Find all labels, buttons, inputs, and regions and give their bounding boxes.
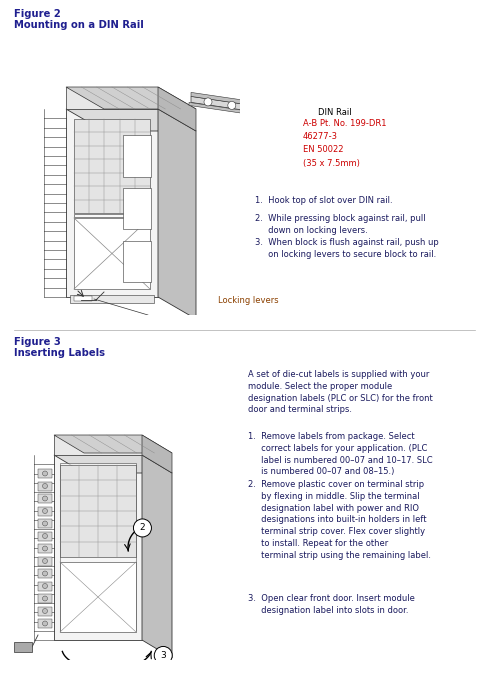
Bar (38, 619, 52, 628)
Bar (38, 581, 52, 591)
Circle shape (42, 546, 47, 551)
Polygon shape (54, 435, 142, 455)
Text: Mounting on a DIN Rail: Mounting on a DIN Rail (14, 20, 143, 30)
Circle shape (42, 559, 47, 564)
Circle shape (203, 98, 212, 106)
Bar (38, 544, 52, 553)
Circle shape (42, 471, 47, 476)
Polygon shape (74, 119, 150, 213)
Bar (70, 295, 154, 303)
Text: 3.  Open clear front door. Insert module
     designation label into slots in do: 3. Open clear front door. Insert module … (247, 594, 414, 614)
Text: Locking levers: Locking levers (218, 296, 278, 305)
Bar (38, 594, 52, 603)
Text: Inserting Labels: Inserting Labels (14, 348, 105, 358)
Polygon shape (54, 455, 142, 640)
Text: 3.  When block is flush against rail, push up
     on locking levers to secure b: 3. When block is flush against rail, pus… (254, 238, 438, 259)
Polygon shape (66, 109, 196, 131)
Polygon shape (158, 87, 196, 131)
Bar (74, 296, 92, 301)
Circle shape (42, 534, 47, 538)
Polygon shape (54, 455, 172, 473)
Polygon shape (191, 92, 259, 107)
Bar (38, 519, 52, 528)
Text: A set of die-cut labels is supplied with your
module. Select the proper module
d: A set of die-cut labels is supplied with… (247, 370, 432, 414)
Polygon shape (60, 562, 136, 632)
Bar (123, 188, 150, 230)
Bar (123, 240, 150, 282)
Bar (38, 507, 52, 515)
Polygon shape (191, 96, 259, 113)
Bar (38, 569, 52, 578)
Circle shape (227, 101, 235, 109)
Bar (38, 606, 52, 615)
Text: Figure 2: Figure 2 (14, 9, 61, 19)
Polygon shape (158, 109, 196, 319)
Text: 2.  Remove plastic cover on terminal strip
     by flexing in middle. Slip the t: 2. Remove plastic cover on terminal stri… (247, 480, 430, 559)
Polygon shape (66, 109, 158, 297)
Bar (38, 532, 52, 540)
Circle shape (154, 646, 172, 665)
Circle shape (42, 509, 47, 513)
Polygon shape (66, 87, 158, 109)
Polygon shape (142, 455, 172, 658)
Polygon shape (60, 465, 136, 557)
Text: 1.  Remove labels from package. Select
     correct labels for your application.: 1. Remove labels from package. Select co… (247, 432, 432, 477)
Text: 2.  While pressing block against rail, pull
     down on locking levers.: 2. While pressing block against rail, pu… (254, 214, 425, 235)
Circle shape (42, 496, 47, 501)
Polygon shape (60, 463, 136, 630)
Polygon shape (74, 218, 150, 289)
Bar (38, 557, 52, 566)
Text: 2: 2 (140, 524, 145, 532)
Polygon shape (54, 435, 172, 453)
Circle shape (42, 483, 47, 488)
Text: DIN Rail: DIN Rail (317, 108, 351, 117)
Bar (38, 494, 52, 503)
Bar (74, 214, 150, 217)
Polygon shape (189, 103, 257, 115)
Bar (38, 469, 52, 478)
Bar (38, 481, 52, 490)
Circle shape (42, 571, 47, 576)
Text: Figure 3: Figure 3 (14, 337, 61, 347)
Circle shape (133, 519, 151, 537)
Circle shape (42, 583, 47, 589)
Circle shape (42, 621, 47, 626)
Circle shape (42, 521, 47, 526)
Bar (14, 642, 32, 652)
Bar (123, 135, 150, 177)
Circle shape (42, 596, 47, 601)
Text: 1.  Hook top of slot over DIN rail.: 1. Hook top of slot over DIN rail. (254, 196, 392, 205)
Text: A-B Pt. No. 199-DR1
46277-3
EN 50022
(35 x 7.5mm): A-B Pt. No. 199-DR1 46277-3 EN 50022 (35… (303, 119, 386, 168)
Polygon shape (142, 435, 172, 473)
Polygon shape (66, 87, 196, 109)
Text: 3: 3 (160, 651, 166, 660)
Circle shape (42, 608, 47, 614)
